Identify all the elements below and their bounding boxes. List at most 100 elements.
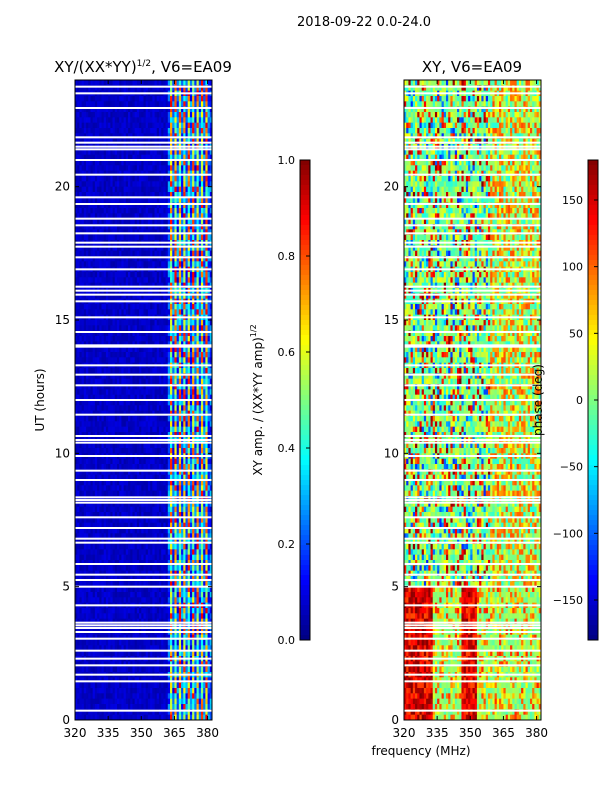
amplitude-cell: [181, 325, 184, 332]
amplitude-cell: [94, 192, 98, 198]
amplitude-cell: [114, 229, 118, 236]
amplitude-cell: [163, 336, 166, 342]
amplitude-cell: [123, 277, 127, 284]
amplitude-cell: [92, 293, 96, 300]
amplitude-cell: [158, 320, 162, 326]
amplitude-cell: [147, 128, 151, 134]
amplitude-cell: [92, 277, 96, 284]
amplitude-cell: [136, 122, 140, 129]
amplitude-cell: [86, 320, 89, 326]
amplitude-cell: [125, 256, 129, 262]
amplitude-cell: [165, 346, 169, 353]
amplitude-cell: [207, 122, 211, 129]
amplitude-cell: [189, 149, 193, 156]
amplitude-cell: [75, 149, 78, 156]
amplitude-cell: [145, 80, 149, 86]
amplitude-cell: [132, 282, 136, 289]
amplitude-cell: [125, 250, 129, 257]
amplitude-cell: [156, 336, 160, 342]
amplitude-cell: [170, 170, 173, 177]
amplitude-cell: [200, 128, 204, 134]
amplitude-cell: [97, 197, 100, 204]
amplitude-cell: [187, 309, 191, 316]
amplitude-cell: [108, 117, 111, 124]
amplitude-cell: [92, 368, 96, 374]
amplitude-cell: [105, 154, 109, 161]
amplitude-cell: [183, 186, 186, 193]
amplitude-cell: [174, 330, 178, 337]
amplitude-cell: [165, 282, 169, 289]
amplitude-cell: [139, 325, 142, 332]
amplitude-cell: [83, 80, 87, 86]
amplitude-cell: [114, 181, 118, 188]
amplitude-cell: [112, 122, 116, 129]
amplitude-cell: [150, 341, 153, 348]
amplitude-cell: [119, 112, 122, 118]
amplitude-cell: [79, 256, 83, 262]
amplitude-cell: [114, 138, 118, 145]
amplitude-cell: [125, 117, 129, 124]
amplitude-cell: [125, 218, 129, 225]
amplitude-cell: [136, 133, 140, 140]
amplitude-cell: [110, 336, 113, 342]
amplitude-cell: [161, 170, 164, 177]
amplitude-cell: [150, 192, 153, 198]
amplitude-cell: [150, 122, 153, 129]
amplitude-cell: [174, 112, 178, 118]
amplitude-cell: [154, 122, 158, 129]
amplitude-cell: [176, 106, 180, 113]
amplitude-cell: [147, 325, 151, 332]
amplitude-cell: [110, 106, 113, 113]
amplitude-cell: [170, 186, 173, 193]
amplitude-cell: [114, 330, 118, 337]
amplitude-cell: [209, 250, 213, 257]
amplitude-cell: [178, 128, 182, 134]
amplitude-cell: [119, 234, 122, 241]
amplitude-cell: [170, 128, 173, 134]
amplitude-cell: [121, 272, 125, 278]
amplitude-cell: [110, 176, 113, 182]
amplitude-cell: [125, 234, 129, 241]
amplitude-cell: [176, 224, 180, 230]
amplitude-cell: [136, 85, 140, 92]
amplitude-cell: [119, 101, 122, 108]
amplitude-cell: [116, 256, 120, 262]
amplitude-cell: [154, 272, 158, 278]
amplitude-cell: [83, 208, 87, 214]
amplitude-cell: [196, 117, 200, 124]
amplitude-cell: [83, 277, 87, 284]
amplitude-cell: [116, 117, 120, 124]
amplitude-cell: [75, 133, 78, 140]
amplitude-cell: [141, 256, 144, 262]
amplitude-cell: [174, 117, 178, 124]
amplitude-cell: [123, 325, 127, 332]
amplitude-cell: [154, 160, 158, 166]
amplitude-cell: [147, 309, 151, 316]
amplitude-cell: [141, 96, 144, 102]
amplitude-cell: [172, 256, 175, 262]
amplitude-cell: [161, 202, 164, 209]
amplitude-cell: [97, 117, 100, 124]
amplitude-cell: [77, 149, 80, 156]
amplitude-cell: [189, 234, 193, 241]
amplitude-cell: [119, 85, 122, 92]
amplitude-cell: [86, 218, 89, 225]
amplitude-cell: [112, 202, 116, 209]
amplitude-cell: [143, 234, 147, 241]
amplitude-cell: [132, 325, 136, 332]
amplitude-cell: [172, 80, 175, 86]
amplitude-cell: [79, 320, 83, 326]
amplitude-cell: [143, 128, 147, 134]
amplitude-cell: [187, 176, 191, 182]
amplitude-cell: [94, 357, 98, 364]
amplitude-cell: [161, 341, 164, 348]
amplitude-cell: [176, 277, 180, 284]
amplitude-cell: [194, 176, 197, 182]
amplitude-cell: [105, 261, 109, 268]
amplitude-cell: [105, 229, 109, 236]
amplitude-cell: [99, 160, 102, 166]
amplitude-cell: [198, 250, 202, 257]
amplitude-cell: [128, 106, 131, 113]
amplitude-cell: [141, 176, 144, 182]
amplitude-cell: [86, 368, 89, 374]
